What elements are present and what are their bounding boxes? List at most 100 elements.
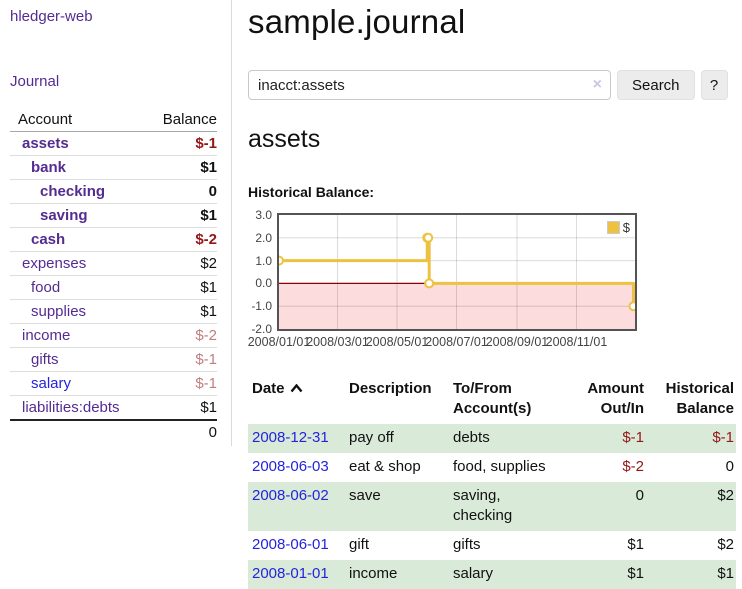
sidebar-account-row: cash $-2 <box>10 228 217 252</box>
sidebar-account-row: checking 0 <box>10 180 217 204</box>
transaction-date-link[interactable]: 2008-06-01 <box>252 536 329 553</box>
data-point <box>424 278 435 289</box>
register-row: 2008-06-02 save saving, checking 0 $2 <box>248 482 736 531</box>
account-link[interactable]: food <box>31 279 61 296</box>
transaction-date-link[interactable]: 2008-06-02 <box>252 487 329 504</box>
account-balance: $1 <box>200 303 217 320</box>
transaction-date-link[interactable]: 2008-06-03 <box>252 458 329 475</box>
total-balance: 0 <box>208 424 217 441</box>
account-balance: $2 <box>200 255 217 272</box>
x-axis-tick-label: 2008/05/01 <box>365 335 429 349</box>
register-header-row: Date Description To/From Account(s) Amoun… <box>248 375 736 424</box>
account-link[interactable]: liabilities:debts <box>22 399 120 416</box>
account-link[interactable]: income <box>22 327 71 344</box>
app-title-link[interactable]: hledger-web <box>10 8 93 25</box>
account-balance: $1 <box>200 207 217 224</box>
transaction-accounts: saving, checking <box>453 487 513 524</box>
transaction-accounts: debts <box>453 429 490 446</box>
main-content: sample.journal × Search ? assets Histori… <box>232 0 742 589</box>
sidebar-account-row: bank $1 <box>10 156 217 180</box>
sort-ascending-icon <box>290 383 302 393</box>
transaction-description: save <box>349 487 381 504</box>
search-input-wrap: × <box>248 70 611 100</box>
date-column-header[interactable]: Date <box>248 375 345 424</box>
account-column-header: Account <box>18 111 73 128</box>
account-link[interactable]: supplies <box>31 303 87 320</box>
register-row: 2008-06-03 eat & shop food, supplies $-2 0 <box>248 453 736 482</box>
account-balance: $-1 <box>195 375 217 392</box>
legend-swatch <box>606 221 620 234</box>
sidebar-account-row: income $-2 <box>10 324 217 348</box>
balance-column-header-register: Historical Balance <box>665 380 734 417</box>
sidebar-total-row: 0 <box>10 419 217 444</box>
help-button[interactable]: ? <box>700 70 728 100</box>
account-link[interactable]: saving <box>40 207 88 224</box>
transaction-balance: 0 <box>725 458 734 475</box>
search-button[interactable]: Search <box>617 70 695 100</box>
sidebar-account-row: expenses $2 <box>10 252 217 276</box>
register-row: 2008-12-31 pay off debts $-1 $-1 <box>248 424 736 453</box>
account-balance: $-2 <box>195 231 217 248</box>
sidebar-account-row: gifts $-1 <box>10 348 217 372</box>
account-heading: assets <box>248 125 321 153</box>
description-column-header: Description <box>349 380 432 397</box>
account-balance: $1 <box>200 399 217 416</box>
sidebar-account-row: supplies $1 <box>10 300 217 324</box>
account-link[interactable]: checking <box>40 183 106 200</box>
y-axis-tick-label: 3.0 <box>255 208 272 222</box>
y-axis-tick-label: 2.0 <box>255 230 272 245</box>
balance-column-header: Balance <box>162 111 217 128</box>
transaction-balance: $2 <box>717 487 734 504</box>
search-input[interactable] <box>248 70 611 100</box>
y-axis-tick-label: -1.0 <box>251 299 272 314</box>
transaction-description: eat & shop <box>349 458 421 475</box>
account-link[interactable]: salary <box>31 375 72 392</box>
register-row: 2008-06-01 gift gifts $1 $2 <box>248 531 736 560</box>
sidebar-account-row: assets $-1 <box>10 132 217 156</box>
accounts-column-header: To/From Account(s) <box>453 380 532 417</box>
y-axis-tick-label: 1.0 <box>255 253 272 268</box>
sidebar-item-journal[interactable]: Journal <box>10 73 60 90</box>
x-axis-tick-label: 2008/01/01 <box>247 335 311 349</box>
transaction-description: income <box>349 565 398 582</box>
y-axis-tick-label: 0.0 <box>255 276 272 291</box>
account-balance: $-1 <box>195 351 217 368</box>
account-balance: $1 <box>200 279 217 296</box>
transaction-accounts: food, supplies <box>453 458 546 475</box>
chart-legend: $ <box>605 219 631 236</box>
chart-canvas <box>279 215 635 329</box>
account-link[interactable]: gifts <box>31 351 59 368</box>
negative-region <box>279 283 635 329</box>
transaction-accounts: salary <box>453 565 494 582</box>
account-link[interactable]: expenses <box>22 255 87 272</box>
sidebar: hledger-web Journal Account Balance asse… <box>0 0 232 446</box>
data-point <box>423 232 434 243</box>
account-balance: 0 <box>208 183 217 200</box>
transaction-date-link[interactable]: 2008-01-01 <box>252 565 329 582</box>
page-title: sample.journal <box>248 3 466 40</box>
transaction-balance: $1 <box>717 565 734 582</box>
sidebar-account-row: salary $-1 <box>10 372 217 396</box>
legend-label: $ <box>622 220 630 235</box>
sidebar-account-row: liabilities:debts $1 <box>10 396 217 419</box>
transaction-description: gift <box>349 536 370 553</box>
historical-balance-chart: $ 3.0 2.0 1.0 0.0 -1.0 -2.0 2008/01/01 2008/03/… <box>248 208 637 349</box>
search-form: × Search ? <box>248 70 736 100</box>
account-balance: $-2 <box>195 327 217 344</box>
transaction-amount: $1 <box>627 536 644 553</box>
transaction-date-link[interactable]: 2008-12-31 <box>252 429 329 446</box>
account-link[interactable]: assets <box>22 135 69 152</box>
register-rows: 2008-12-31 pay off debts $-1 $-1 2008-06-03 ea… <box>248 424 736 589</box>
sidebar-accounts-header: Account Balance <box>10 108 217 132</box>
transaction-amount: $-2 <box>622 458 644 475</box>
transaction-amount: $-1 <box>622 429 644 446</box>
register-row: 2008-01-01 income salary $1 $1 <box>248 560 736 589</box>
transaction-accounts: gifts <box>453 536 481 553</box>
data-point <box>628 301 635 312</box>
sidebar-accounts-table: Account Balance assets $-1 bank $1 checking 0… <box>10 108 217 444</box>
sidebar-account-row: saving $1 <box>10 204 217 228</box>
account-link[interactable]: bank <box>31 159 67 176</box>
clear-search-icon[interactable]: × <box>592 76 602 93</box>
account-link[interactable]: cash <box>31 231 66 248</box>
